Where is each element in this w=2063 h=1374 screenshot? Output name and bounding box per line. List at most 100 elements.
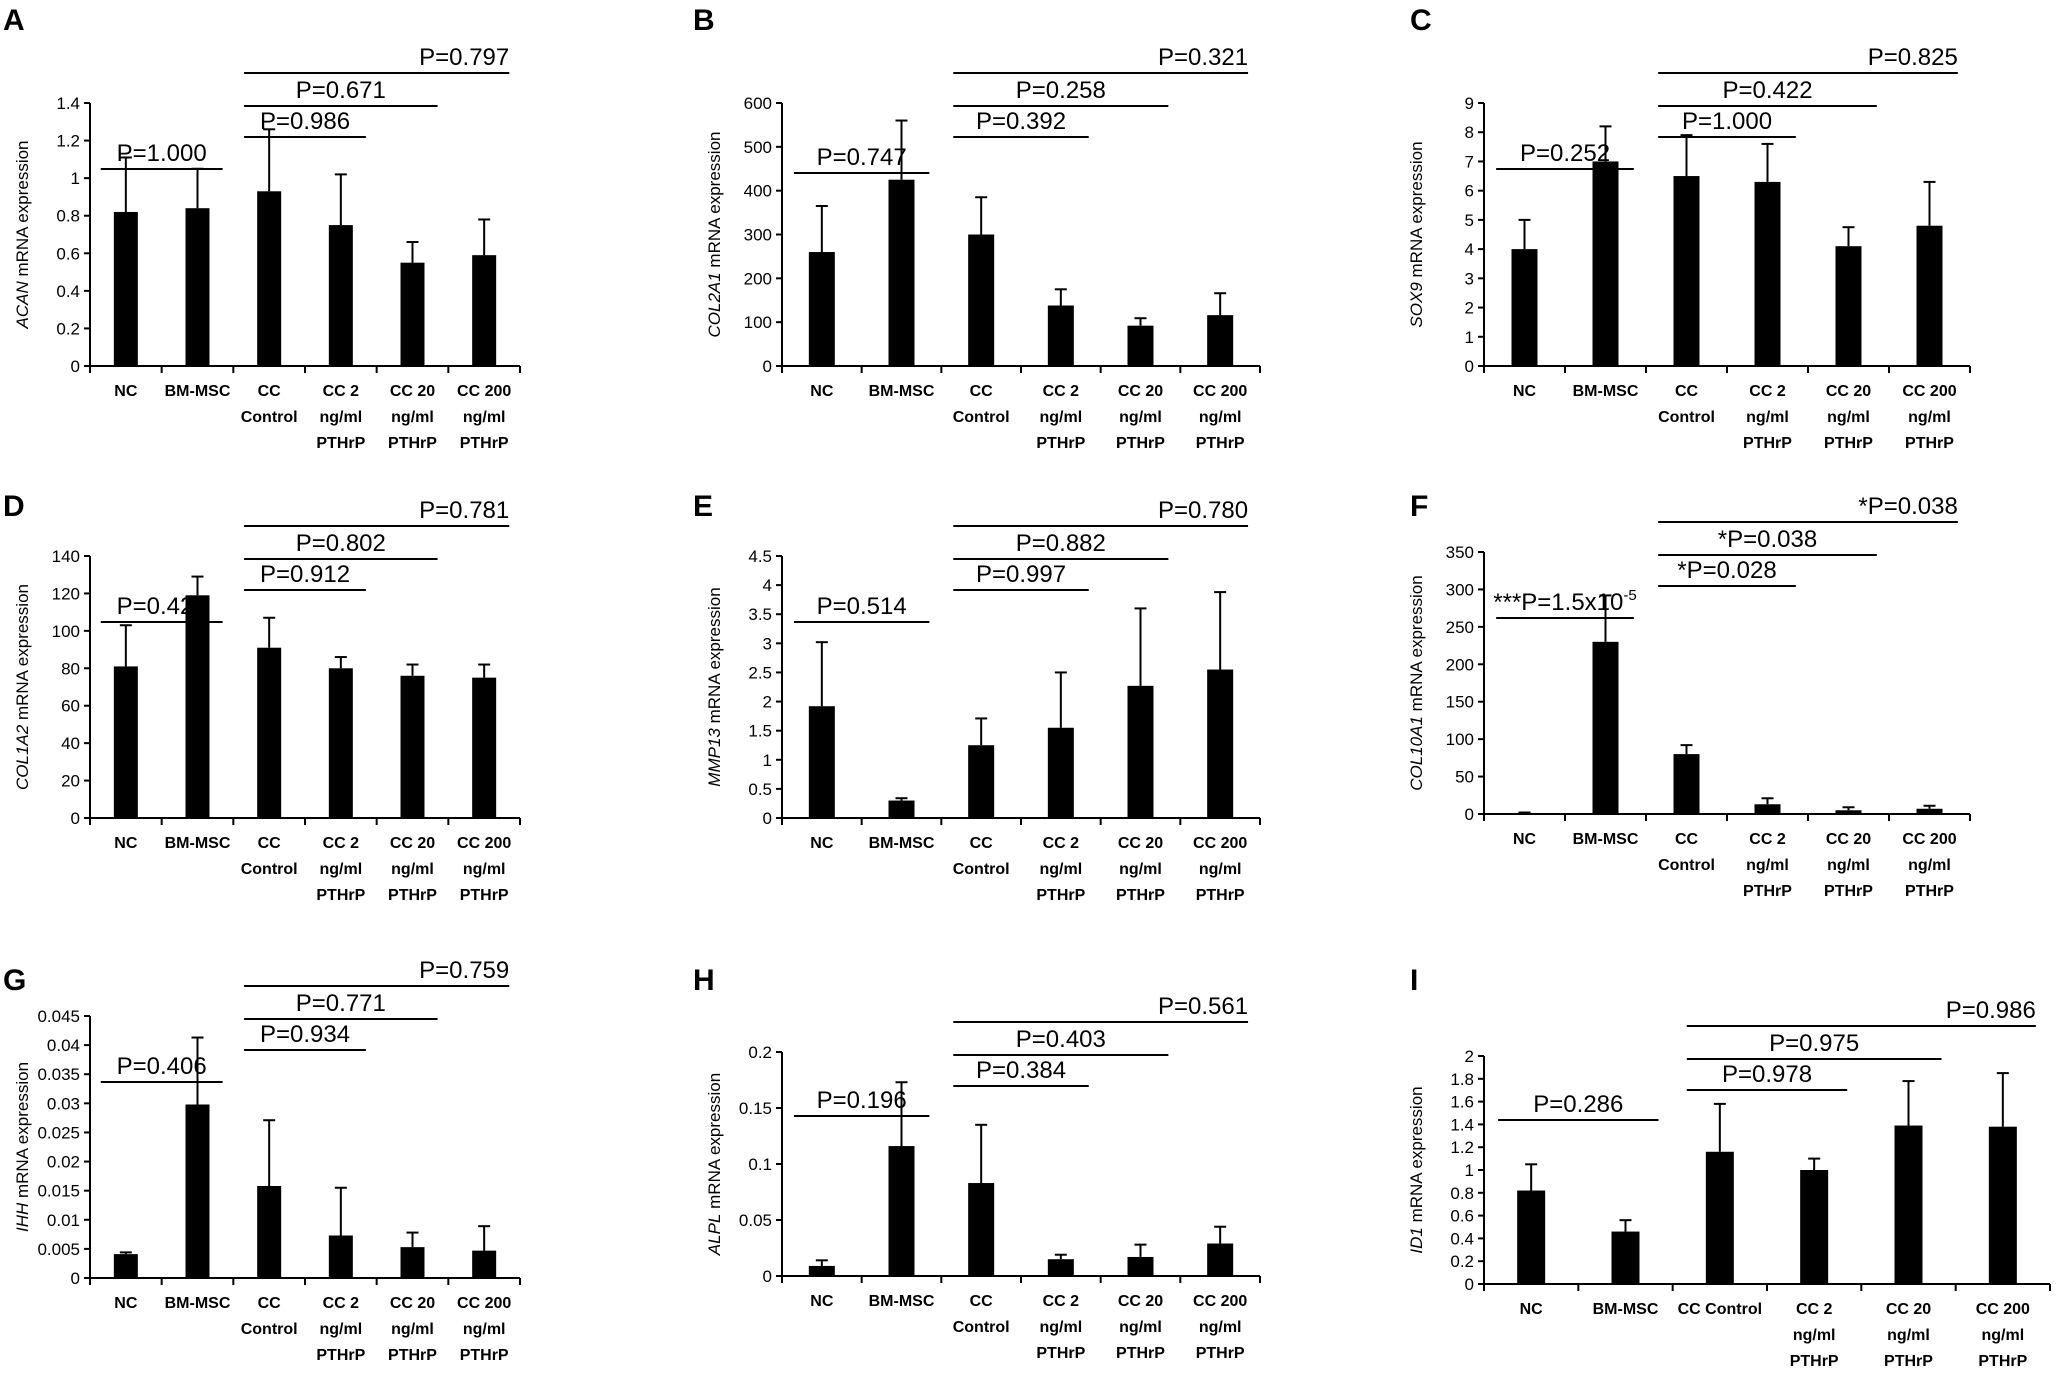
x-category-label: ng/ml: [1746, 857, 1789, 874]
y-tick-label: 4.5: [748, 547, 772, 566]
y-tick-label: 50: [1455, 768, 1474, 787]
p-value-label: P=0.406: [117, 1053, 207, 1080]
x-category-label: CC: [970, 835, 994, 852]
x-category-label: CC: [258, 383, 282, 400]
y-axis-suffix-i: mRNA expression: [1407, 1086, 1426, 1227]
p-value-label: P=0.934: [260, 1021, 350, 1048]
x-category-label: PTHrP: [388, 435, 437, 452]
y-tick-label: 0.6: [1450, 1207, 1474, 1226]
x-category-label: CC: [970, 1293, 994, 1310]
y-tick-label: 0.015: [37, 1182, 80, 1201]
x-category-label: ng/ml: [1887, 1327, 1930, 1344]
p-value-label: P=0.759: [419, 957, 509, 984]
y-tick-label: 0.8: [1450, 1184, 1474, 1203]
x-category-label: NC: [1513, 383, 1537, 400]
bar: [1592, 161, 1619, 366]
p-value-label: P=0.286: [1533, 1091, 1623, 1118]
p-value-label: P=0.781: [419, 497, 509, 524]
x-category-label: PTHrP: [1036, 435, 1085, 452]
y-axis-gene-a: ACAN: [13, 281, 32, 330]
x-category-label: PTHrP: [1978, 1353, 2027, 1370]
y-tick-label: 1.2: [1450, 1138, 1474, 1157]
bar: [1611, 1231, 1640, 1284]
y-tick-label: 2: [1465, 1047, 1474, 1066]
y-tick-label: 9: [1465, 94, 1474, 113]
y-tick-label: 250: [1446, 618, 1474, 637]
x-category-label: PTHrP: [1824, 435, 1873, 452]
x-category-label: Control: [241, 861, 298, 878]
x-category-label: CC 20: [390, 1295, 435, 1312]
p-value-text: P=0.912: [260, 561, 350, 588]
y-axis-suffix-d: mRNA expression: [13, 584, 32, 725]
y-tick-label: 600: [744, 94, 772, 113]
p-value-label: P=0.797: [419, 44, 509, 71]
x-category-label: CC 20: [1118, 383, 1163, 400]
panel-letter-b: B: [693, 4, 715, 37]
x-category-label: PTHrP: [460, 435, 509, 452]
x-category-label: PTHrP: [1743, 883, 1792, 900]
bar: [1673, 176, 1700, 366]
y-axis-suffix-b: mRNA expression: [705, 132, 724, 273]
y-tick-label: 0.15: [739, 1099, 772, 1118]
p-value-text: P=0.986: [260, 108, 350, 135]
x-category-label: CC 2: [1043, 383, 1080, 400]
bar: [808, 1265, 835, 1276]
panel-letter-f: F: [1410, 490, 1428, 523]
chart-panel-c: C SOX9 mRNA expression 0 1 2 3 4 5 6 7 8 9 NC BM-MSC C…: [1407, 4, 1971, 452]
x-category-label: BM-MSC: [869, 835, 935, 852]
p-value-text: P=0.286: [1533, 1091, 1623, 1118]
p-value-text: P=0.978: [1722, 1061, 1812, 1088]
x-category-label: CC 200: [1193, 383, 1247, 400]
x-category-label: PTHrP: [1036, 887, 1085, 904]
p-value-text: P=0.780: [1158, 497, 1248, 524]
bar: [1916, 225, 1943, 366]
bar: [1207, 315, 1234, 366]
y-tick-label: 0: [1465, 805, 1474, 824]
y-tick-label: 3: [763, 634, 772, 653]
y-axis-label-a: ACAN mRNA expression: [13, 140, 32, 329]
x-category-label: PTHrP: [1116, 1345, 1165, 1362]
y-tick-label: 1.2: [56, 132, 80, 151]
panel-letter-d: D: [3, 490, 25, 523]
bar: [472, 1250, 497, 1278]
p-value-label: P=0.561: [1158, 993, 1248, 1020]
y-tick-label: 0.6: [56, 244, 80, 263]
x-category-label: ng/ml: [1039, 861, 1082, 878]
p-value-label: P=0.978: [1722, 1061, 1812, 1088]
x-category-label: Control: [953, 1319, 1010, 1336]
p-value-text: *P=0.028: [1677, 557, 1776, 584]
x-category-label: PTHrP: [1116, 887, 1165, 904]
y-axis-suffix-g: mRNA expression: [13, 1062, 32, 1203]
y-axis-suffix-a: mRNA expression: [13, 140, 32, 281]
p-value-text: P=0.420: [117, 593, 207, 620]
bar: [400, 675, 425, 818]
bar: [328, 1235, 353, 1278]
y-tick-label: 0: [1465, 357, 1474, 376]
bar: [1047, 305, 1074, 366]
p-value-label: P=0.825: [1868, 44, 1958, 71]
x-category-label: ng/ml: [1981, 1327, 2024, 1344]
x-category-label: ng/ml: [319, 861, 362, 878]
y-tick-label: 0.2: [56, 319, 80, 338]
y-tick-label: 5: [1465, 211, 1474, 230]
x-category-label: PTHrP: [1905, 883, 1954, 900]
bar: [1207, 1243, 1234, 1276]
x-category-label: BM-MSC: [1573, 831, 1639, 848]
bar: [968, 234, 995, 366]
x-category-label: CC Control: [1678, 1301, 1762, 1318]
x-category-label: CC 2: [1749, 831, 1786, 848]
x-category-label: PTHrP: [460, 1347, 509, 1364]
x-category-label: Control: [953, 409, 1010, 426]
x-category-label: NC: [114, 835, 138, 852]
p-value-label: P=0.780: [1158, 497, 1248, 524]
y-tick-label: 1: [71, 169, 80, 188]
x-category-label: Control: [1658, 409, 1715, 426]
x-category-label: CC 2: [1043, 835, 1080, 852]
x-category-label: CC: [1675, 383, 1699, 400]
y-tick-label: 8: [1465, 123, 1474, 142]
bar: [968, 1183, 995, 1276]
y-tick-label: 0.045: [37, 1007, 80, 1026]
y-axis-gene-h: ALPL: [705, 1214, 724, 1257]
y-tick-label: 0.4: [56, 282, 80, 301]
y-axis-suffix-e: mRNA expression: [705, 587, 724, 728]
